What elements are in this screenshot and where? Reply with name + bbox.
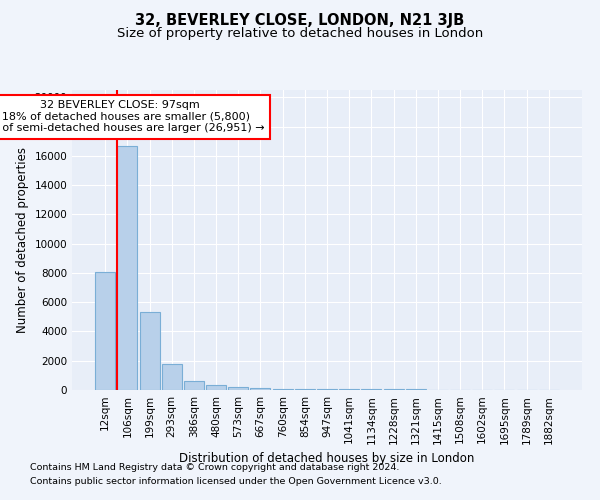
Bar xyxy=(140,312,160,390)
Bar xyxy=(295,388,315,390)
Bar xyxy=(118,146,137,390)
Text: 32, BEVERLEY CLOSE, LONDON, N21 3JB: 32, BEVERLEY CLOSE, LONDON, N21 3JB xyxy=(136,12,464,28)
Bar xyxy=(361,389,382,390)
Text: Contains public sector information licensed under the Open Government Licence v3: Contains public sector information licen… xyxy=(30,477,442,486)
Text: 32 BEVERLEY CLOSE: 97sqm
← 18% of detached houses are smaller (5,800)
82% of sem: 32 BEVERLEY CLOSE: 97sqm ← 18% of detach… xyxy=(0,100,265,134)
Bar xyxy=(228,387,248,390)
X-axis label: Distribution of detached houses by size in London: Distribution of detached houses by size … xyxy=(179,452,475,465)
Text: Size of property relative to detached houses in London: Size of property relative to detached ho… xyxy=(117,28,483,40)
Y-axis label: Number of detached properties: Number of detached properties xyxy=(16,147,29,333)
Bar xyxy=(317,389,337,390)
Text: Contains HM Land Registry data © Crown copyright and database right 2024.: Contains HM Land Registry data © Crown c… xyxy=(30,464,400,472)
Bar xyxy=(206,385,226,390)
Bar xyxy=(272,388,293,390)
Bar xyxy=(383,389,404,390)
Bar xyxy=(184,381,204,390)
Bar xyxy=(250,388,271,390)
Bar xyxy=(95,272,115,390)
Bar xyxy=(162,364,182,390)
Bar xyxy=(339,389,359,390)
